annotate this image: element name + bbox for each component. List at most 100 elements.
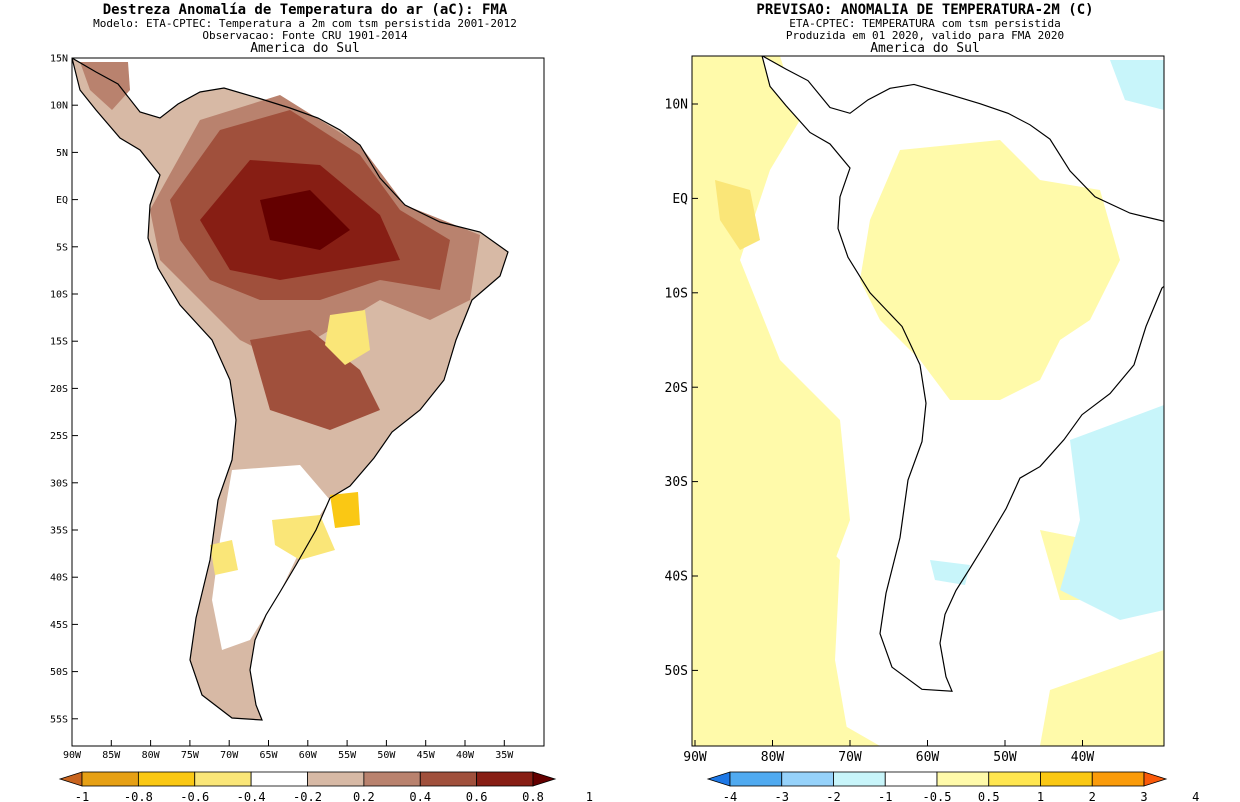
left-lon-label: 40W	[456, 750, 475, 761]
left-lat-label: 5S	[56, 242, 68, 253]
left-lat-label: 15S	[50, 337, 68, 348]
right-lat-label: 30S	[665, 475, 688, 490]
left-colorbar-swatch	[476, 771, 534, 787]
left-lat-label: 5N	[56, 148, 68, 159]
left-colorbar-label: 0.8	[522, 790, 544, 802]
right-colorbar-swatch	[833, 771, 886, 787]
right-forecast-field	[692, 56, 1164, 746]
left-colorbar-swatch	[137, 771, 196, 787]
left-colorbar-swatch	[532, 771, 557, 787]
left-lat-label: 20S	[50, 384, 68, 395]
right-longitude-axis: 90W 80W 70W 60W 50W 40W	[683, 740, 1094, 765]
left-lon-label: 50W	[377, 750, 396, 761]
left-lat-label: 10N	[50, 101, 68, 112]
right-colorbar-swatch	[706, 771, 731, 787]
left-colorbar-label: 1	[586, 790, 593, 802]
left-lat-label: EQ	[56, 195, 68, 206]
left-map-panel: Destreza Anomalía de Temperatura do ar (…	[50, 2, 593, 802]
left-map-subtitle-observation: Observacao: Fonte CRU 1901-2014	[202, 29, 408, 42]
left-lon-label: 75W	[181, 750, 200, 761]
left-colorbar-swatch	[194, 771, 252, 787]
left-lat-label: 40S	[50, 573, 68, 584]
left-colorbar-swatch	[81, 771, 139, 787]
right-colorbar-label: -0.5	[923, 790, 952, 802]
right-colorbar-swatch	[988, 771, 1041, 787]
right-colorbar-swatch	[729, 771, 783, 787]
left-skill-field	[72, 58, 509, 721]
left-lat-label: 30S	[50, 478, 68, 489]
right-lat-label: 50S	[665, 664, 688, 679]
right-lon-label: 40W	[1071, 750, 1095, 765]
left-longitude-axis: 90W 85W 80W 75W 70W 65W 60W 55W 50W 45W 40W 35W	[63, 740, 514, 761]
left-colorbar-swatch	[307, 771, 365, 787]
left-colorbar-swatch	[58, 771, 83, 787]
left-colorbar-label: -0.8	[124, 790, 153, 802]
left-lon-label: 45W	[417, 750, 436, 761]
right-colorbar-label: -4	[723, 790, 737, 802]
right-lat-label: 20S	[665, 381, 688, 396]
right-colorbar-swatch	[936, 771, 990, 787]
right-colorbar-label: 0.5	[978, 790, 1000, 802]
right-colorbar: -4 -3 -2 -1 -0.5 0.5 1 2 3 4	[706, 771, 1199, 802]
right-colorbar-label: -1	[878, 790, 892, 802]
left-map-canvas: 15N 10N 5N EQ 5S 10S 15S 20S 25S 30S 35S 40S 45S 50S 5…	[50, 54, 593, 802]
left-lon-label: 55W	[338, 750, 357, 761]
right-lon-label: 90W	[683, 750, 707, 765]
left-colorbar-label: 0.6	[466, 790, 488, 802]
left-colorbar-label: -0.4	[237, 790, 266, 802]
left-colorbar-label: 0.2	[353, 790, 375, 802]
left-lon-label: 60W	[299, 750, 318, 761]
right-colorbar-swatch	[1040, 771, 1093, 787]
right-colorbar-label: -2	[826, 790, 840, 802]
right-colorbar-label: 4	[1192, 790, 1199, 802]
right-colorbar-swatch	[884, 771, 938, 787]
right-map-panel: PREVISAO: ANOMALIA DE TEMPERATURA-2M (C)…	[620, 0, 1240, 802]
left-lon-label: 65W	[259, 750, 278, 761]
right-colorbar-swatch	[1091, 771, 1145, 787]
left-lon-label: 35W	[495, 750, 514, 761]
right-lat-label: 10N	[665, 98, 688, 113]
right-colorbar-label: -3	[775, 790, 789, 802]
right-colorbar-label: 3	[1140, 790, 1147, 802]
left-colorbar-swatch	[363, 771, 421, 787]
right-colorbar-label: 2	[1089, 790, 1096, 802]
left-lat-label: 25S	[50, 431, 68, 442]
left-lat-label: 55S	[50, 714, 68, 725]
left-lon-label: 90W	[63, 750, 82, 761]
right-colorbar-swatch	[1143, 771, 1168, 787]
left-lon-label: 85W	[102, 750, 121, 761]
left-lat-label: 10S	[50, 290, 68, 301]
right-map-subtitle-model: ETA-CPTEC: TEMPERATURA com tsm persistid…	[789, 17, 1061, 30]
left-map-region-label: America do Sul	[250, 41, 360, 56]
left-colorbar-label: -0.6	[180, 790, 209, 802]
right-map-region-label: America do Sul	[870, 41, 980, 56]
left-lat-label: 50S	[50, 667, 68, 678]
right-lon-label: 70W	[838, 750, 862, 765]
left-lon-label: 70W	[220, 750, 239, 761]
right-lat-label: 40S	[665, 570, 688, 585]
left-lat-label: 15N	[50, 54, 68, 65]
right-map-title: PREVISAO: ANOMALIA DE TEMPERATURA-2M (C)	[756, 2, 1094, 18]
right-lon-label: 50W	[993, 750, 1017, 765]
left-map-title: Destreza Anomalía de Temperatura do ar (…	[102, 2, 508, 18]
right-lon-label: 80W	[761, 750, 785, 765]
left-colorbar-label: -0.2	[293, 790, 322, 802]
left-lat-label: 35S	[50, 526, 68, 537]
left-colorbar-label: 0.4	[409, 790, 431, 802]
right-map-subtitle-issued: Produzida em 01 2020, valido para FMA 20…	[785, 29, 1065, 42]
left-lat-label: 45S	[50, 620, 68, 631]
left-colorbar-swatch	[250, 771, 308, 787]
left-latitude-axis: 15N 10N 5N EQ 5S 10S 15S 20S 25S 30S 35S 40S 45S 50S 5…	[50, 54, 78, 725]
left-colorbar: -1 -0.8 -0.6 -0.4 -0.2 0.2 0.4 0.6 0.8 1	[58, 771, 593, 802]
right-lat-label: EQ	[672, 192, 688, 207]
right-colorbar-label: 1	[1037, 790, 1044, 802]
right-colorbar-swatch	[781, 771, 834, 787]
left-colorbar-label: -1	[75, 790, 89, 802]
left-lon-label: 80W	[142, 750, 161, 761]
right-lon-label: 60W	[916, 750, 940, 765]
right-latitude-axis: 10N EQ 10S 20S 30S 40S 50S	[665, 98, 698, 679]
right-lat-label: 10S	[665, 286, 688, 301]
left-map-subtitle-model: Modelo: ETA-CPTEC: Temperatura a 2m com …	[93, 17, 517, 30]
left-colorbar-swatch	[419, 771, 478, 787]
